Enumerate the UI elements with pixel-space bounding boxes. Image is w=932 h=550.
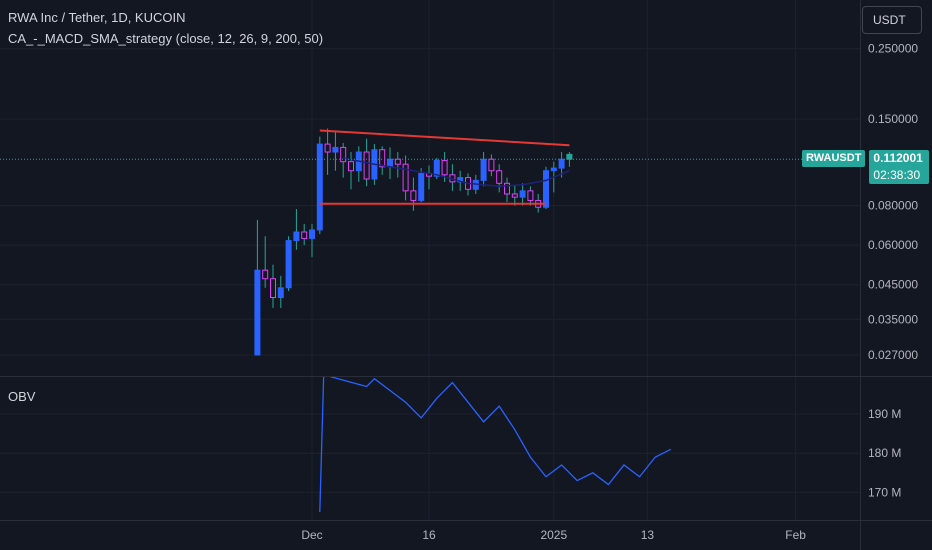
candle-body xyxy=(519,190,526,198)
currency-label: USDT xyxy=(873,13,906,27)
candle-body xyxy=(340,146,347,163)
candle-body xyxy=(348,161,354,172)
price-tick-label: 0.060000 xyxy=(868,238,918,252)
obv-tick-label: 190 M xyxy=(868,407,901,421)
sma-line xyxy=(343,157,570,188)
trendlines xyxy=(319,129,570,205)
candle-body xyxy=(254,269,261,356)
candle-body xyxy=(488,158,495,172)
candle-body xyxy=(285,240,292,289)
price-axis[interactable]: 0.250000 0.150000 0.080000 0.060000 0.045000… xyxy=(868,42,918,362)
candle-body xyxy=(480,158,487,181)
trendline xyxy=(319,129,570,147)
obv-line xyxy=(319,377,672,513)
candlesticks xyxy=(254,128,573,356)
bar-countdown: 02:38:30 xyxy=(873,168,921,183)
candle-body xyxy=(316,143,323,231)
candle-body xyxy=(418,172,425,201)
candle-body xyxy=(387,158,393,168)
candle-body xyxy=(363,151,370,180)
candle-body xyxy=(402,163,409,192)
candle-body xyxy=(558,158,565,169)
strategy-label[interactable]: CA_-_MACD_SMA_strategy (close, 12, 26, 9… xyxy=(8,31,324,46)
candle-body xyxy=(293,231,300,242)
candle-body xyxy=(324,143,331,153)
candle-body xyxy=(550,167,557,172)
chart-title: RWA Inc / Tether, 1D, KUCOIN xyxy=(8,10,186,25)
symbol-tag: RWAUSDT xyxy=(802,150,866,168)
last-price-value: 0.112001 xyxy=(873,151,923,166)
time-axis[interactable]: Dec 16 2025 13 Feb xyxy=(301,528,806,542)
candle-body xyxy=(527,190,534,201)
grid-lines xyxy=(0,0,860,520)
obv-tick-label: 180 M xyxy=(868,446,901,460)
obv-path xyxy=(319,377,672,513)
currency-button[interactable]: USDT xyxy=(862,6,922,34)
candle-body xyxy=(410,190,417,201)
price-tick-label: 0.150000 xyxy=(868,112,918,126)
candle-body xyxy=(441,159,448,176)
candle-body xyxy=(301,231,308,239)
time-tick-label: 13 xyxy=(641,528,655,542)
price-tick-label: 0.080000 xyxy=(868,199,918,213)
obv-tick-label: 170 M xyxy=(868,485,901,499)
time-tick-label: 2025 xyxy=(540,528,567,542)
price-box: 0.112001 02:38:30 xyxy=(869,150,930,185)
price-tick-label: 0.035000 xyxy=(868,312,918,326)
obv-axis[interactable]: 190 M 180 M 170 M xyxy=(868,407,901,499)
candle-body xyxy=(379,149,386,168)
price-tick-label: 0.045000 xyxy=(868,278,918,292)
candle-body xyxy=(277,287,284,299)
price-tick-label: 0.250000 xyxy=(868,42,918,56)
candle-body xyxy=(394,158,401,165)
time-tick-label: 16 xyxy=(422,528,436,542)
obv-indicator-label[interactable]: OBV xyxy=(8,389,36,404)
candle-body xyxy=(543,170,549,208)
candle-body xyxy=(496,170,503,184)
last-price-tag: RWAUSDT 0.112001 02:38:30 xyxy=(802,150,930,185)
candle-body xyxy=(511,193,518,198)
candle-body xyxy=(504,182,510,195)
time-tick-label: Dec xyxy=(301,528,322,542)
candle-body xyxy=(262,269,269,280)
candle-body xyxy=(309,229,315,239)
price-tick-label: 0.027000 xyxy=(868,348,918,362)
candle-body xyxy=(433,159,440,177)
time-tick-label: Feb xyxy=(785,528,806,542)
candle-body xyxy=(332,146,339,153)
candle-body xyxy=(270,278,276,299)
sma-path xyxy=(343,157,570,188)
candle-body xyxy=(566,153,573,160)
